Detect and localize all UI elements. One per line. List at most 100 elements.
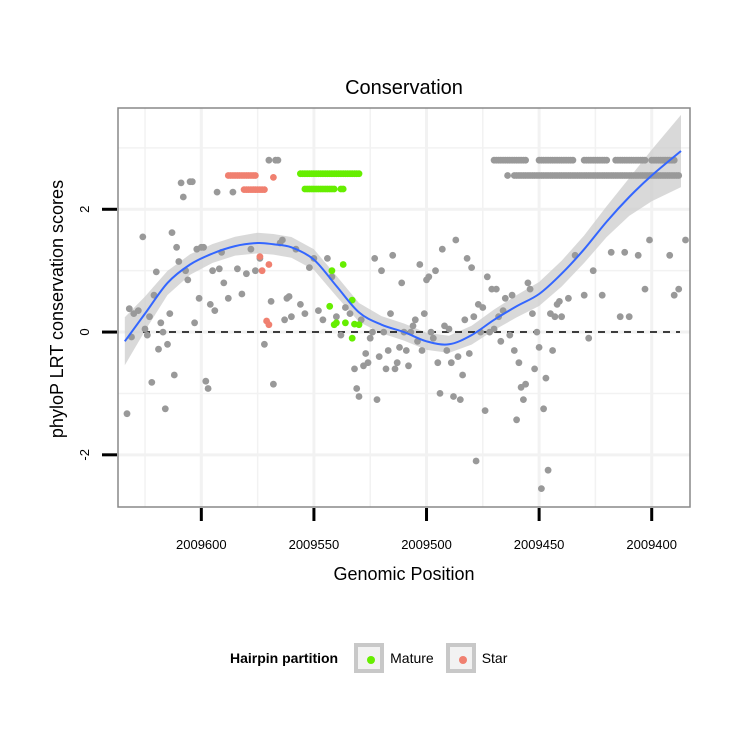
point-other [351,365,358,373]
point-other [159,328,167,336]
point-other [168,229,176,237]
point-other [324,255,331,262]
point-other [375,353,383,360]
point-other [195,294,203,302]
point-mature [348,296,356,304]
point-other [666,251,674,259]
point-other [378,267,385,275]
point-other [224,294,232,302]
point-other [506,331,514,339]
point-other [420,310,428,317]
point-other [524,279,532,287]
y-axis: -2 0 2 [77,206,117,461]
point-other [229,188,237,196]
point-other [616,313,624,321]
point-other [143,331,151,339]
point-other [191,319,199,327]
point-other [306,264,313,271]
point-other [265,156,273,164]
x-tick-label: 2009550 [289,537,340,552]
point-other [179,193,187,201]
point-other [123,410,131,418]
point-other [402,347,410,354]
point-other [146,313,153,321]
point-other [134,307,142,314]
legend-dot-star [458,656,467,664]
point-other [670,291,678,299]
point-other [157,319,165,327]
point-star [270,174,277,181]
legend-key-mature [354,643,385,673]
point-other [675,285,683,293]
point-mature [333,319,340,327]
point-other [540,405,547,413]
point-other [461,316,469,324]
panel-background [118,108,690,507]
point-other [288,313,295,321]
point-other [270,380,277,388]
point-other [529,310,536,317]
point-other [625,313,633,321]
y-tick-label: -2 [77,449,92,461]
point-star [265,321,273,329]
point-other [504,172,511,179]
smooth-curve [123,150,682,346]
point-other [556,298,563,305]
point-other [470,313,478,321]
point-other [585,334,593,342]
panel-border-layer [117,107,691,508]
point-other [177,179,185,187]
point-other [445,325,453,333]
point-other [675,172,683,179]
point-other [398,279,406,287]
point-other [184,276,192,284]
point-mature [339,261,347,268]
point-other [366,334,374,342]
smooth-curve-layer [123,150,682,346]
point-other [382,365,390,373]
point-other [533,328,541,336]
point-other [598,291,606,299]
point-other [238,290,246,298]
confidence-ribbon-layer [124,114,682,366]
point-other [141,325,149,333]
point-other [479,304,487,311]
point-other [465,350,473,357]
point-other [161,405,169,413]
point-other [148,379,156,386]
point-other [472,457,480,465]
x-tick-label: 2009600 [176,537,227,552]
legend-label-star: Star [481,650,508,666]
point-other [125,305,133,313]
point-other [621,248,629,256]
point-other [333,313,340,321]
point-other [558,313,565,321]
legend-dot-mature [367,656,376,664]
point-other [551,313,559,321]
point-other [549,347,556,354]
point-other [510,347,518,354]
point-other [682,236,689,244]
x-tick-label: 2009500 [401,537,452,552]
point-other [459,371,466,379]
point-other [501,294,509,302]
point-other [418,347,426,354]
legend-key-star [445,643,476,673]
point-other [641,156,649,164]
point-other [535,344,543,351]
point-other [646,236,653,244]
point-other [170,371,178,379]
point-other [387,310,394,317]
point-other [634,251,642,259]
points-layer [123,156,689,492]
y-axis-label: phyloP LRT conservation scores [47,180,67,438]
point-other [538,485,545,492]
point-other [369,328,376,336]
point-mature [330,185,338,193]
point-other [389,251,397,259]
point-other [513,416,520,424]
point-other [481,407,489,414]
point-other [353,385,361,392]
point-other [319,316,327,324]
